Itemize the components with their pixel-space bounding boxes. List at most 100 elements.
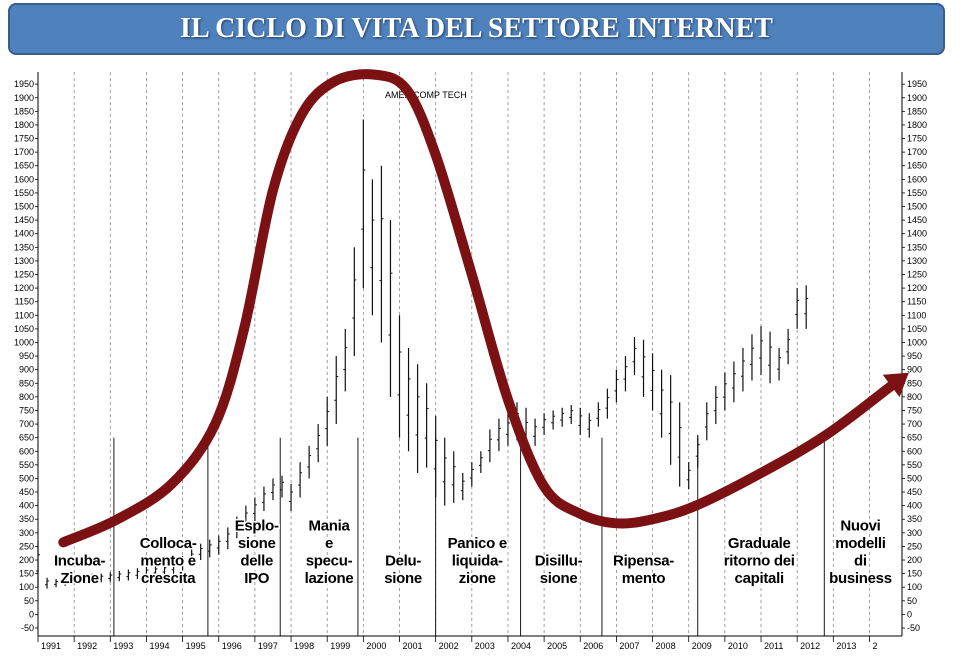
y-tick-label: 600	[907, 446, 922, 456]
y-tick-label: 200	[907, 555, 922, 565]
phase-label-line: sione	[540, 570, 578, 587]
y-tick-label: 0	[29, 609, 34, 619]
phase-label-line: mento	[622, 570, 666, 587]
y-tick-label: 500	[19, 473, 34, 483]
phase-label-line: Colloca-	[140, 535, 197, 552]
y-tick-label: 1250	[907, 270, 927, 280]
y-tick-label: 1350	[14, 242, 34, 252]
y-tick-label: 1800	[14, 120, 34, 130]
x-tick-label: 2011	[764, 641, 783, 651]
y-tick-label: 700	[907, 419, 922, 429]
y-tick-label: 800	[19, 392, 34, 402]
y-tick-label: 250	[907, 541, 922, 551]
y-tick-label: 1850	[907, 106, 927, 116]
x-tick-label: 1992	[77, 641, 97, 651]
y-tick-label: 350	[19, 514, 34, 524]
phase-label-line: Nuovi	[840, 517, 880, 534]
phase-label-5: Delu-sione	[383, 551, 424, 589]
phase-label-line: Esplo-	[235, 517, 279, 534]
y-tick-label: 1250	[14, 270, 34, 280]
phase-label-line: ritorno dei	[724, 552, 795, 569]
y-tick-label: 1100	[15, 310, 34, 320]
y-tick-label: 0	[907, 609, 912, 619]
phase-label-line: Panico e	[448, 535, 507, 552]
y-tick-label: 300	[19, 528, 34, 538]
y-tick-label: 300	[907, 528, 922, 538]
y-tick-label: 850	[19, 378, 34, 388]
y-tick-label: 1300	[907, 256, 927, 266]
x-tick-label: 2004	[511, 641, 531, 651]
phase-label-line: mento e	[140, 552, 195, 569]
lifecycle-arrow-curve	[58, 69, 909, 548]
y-tick-label: 1900	[14, 93, 34, 103]
arrow-head	[882, 372, 909, 398]
y-tick-label: 150	[907, 569, 922, 579]
y-tick-label: 850	[907, 378, 922, 388]
y-tick-label: 1050	[907, 324, 927, 334]
phase-label-line: sione	[238, 535, 276, 552]
x-tick-label: 1995	[186, 641, 206, 651]
y-tick-label: 1950	[907, 79, 927, 89]
y-tick-label: 1750	[907, 134, 927, 144]
phase-label-line: liquida-	[452, 552, 503, 569]
x-tick-label: 1998	[294, 641, 314, 651]
x-tick-label: 2	[872, 641, 877, 651]
x-tick-label: 2005	[547, 641, 567, 651]
lifecycle-curve	[58, 69, 897, 548]
x-tick-label: 1997	[258, 641, 278, 651]
y-tick-label: 950	[907, 351, 922, 361]
y-tick-label: 1100	[907, 310, 926, 320]
phase-label-line: e	[325, 535, 333, 552]
y-tick-label: 250	[19, 541, 34, 551]
phase-label-line: Incuba-	[54, 552, 106, 569]
y-tick-label: 900	[19, 365, 34, 375]
y-tick-label: 400	[19, 501, 34, 511]
y-tick-label: 1050	[14, 324, 34, 334]
y-tick-label: 1450	[14, 215, 34, 225]
phase-label-line: di	[854, 552, 867, 569]
x-tick-label: 2001	[403, 641, 423, 651]
y-tick-label: 350	[907, 514, 922, 524]
x-tick-label: 1994	[149, 641, 169, 651]
price-bars	[36, 119, 809, 589]
phase-label-line: IPO	[244, 570, 270, 587]
x-tick-label: 1991	[41, 641, 61, 651]
x-tick-label: 2008	[656, 641, 676, 651]
phase-label-line: Mania	[309, 517, 351, 534]
x-tick-label: 2012	[800, 641, 820, 651]
y-tick-label: 50	[24, 596, 34, 606]
y-tick-label: 1800	[907, 120, 927, 130]
phase-label-line: lazione	[305, 570, 354, 587]
y-tick-label: 800	[907, 392, 922, 402]
y-tick-label: 1450	[907, 215, 927, 225]
y-tick-label: 1550	[907, 188, 927, 198]
y-tick-label: 700	[19, 419, 34, 429]
phase-label-line: modelli	[835, 535, 886, 552]
phase-label-line: sione	[384, 570, 422, 587]
y-tick-label: 1300	[14, 256, 34, 266]
chart-axes: -50 -50 0 0 50 50 100 100 150 150 200 200 250 250 300 3…	[14, 72, 927, 651]
y-tick-label: 900	[907, 365, 922, 375]
y-tick-label: 1150	[15, 297, 34, 307]
phase-label-8: Ripensa-mento	[612, 551, 677, 589]
y-tick-label: 1700	[907, 147, 927, 157]
phase-label-line: Graduale	[728, 535, 791, 552]
y-tick-label: 1600	[907, 174, 927, 184]
x-tick-label: 2013	[836, 641, 856, 651]
y-tick-label: 100	[19, 582, 34, 592]
y-tick-label: 1650	[907, 161, 927, 171]
series-name-label: AMEX COMP TECH	[385, 90, 467, 100]
y-tick-label: 1200	[14, 283, 34, 293]
x-tick-label: 1993	[113, 641, 133, 651]
y-tick-label: 1150	[907, 297, 926, 307]
x-tick-label: 2003	[475, 641, 495, 651]
phase-label-line: Disillu-	[535, 552, 583, 569]
phase-label-7: Disillu-sione	[533, 551, 584, 589]
x-tick-label: 2010	[728, 641, 748, 651]
y-tick-label: 750	[907, 405, 922, 415]
phase-label-line: capitali	[735, 570, 784, 587]
y-tick-label: 1400	[14, 229, 34, 239]
